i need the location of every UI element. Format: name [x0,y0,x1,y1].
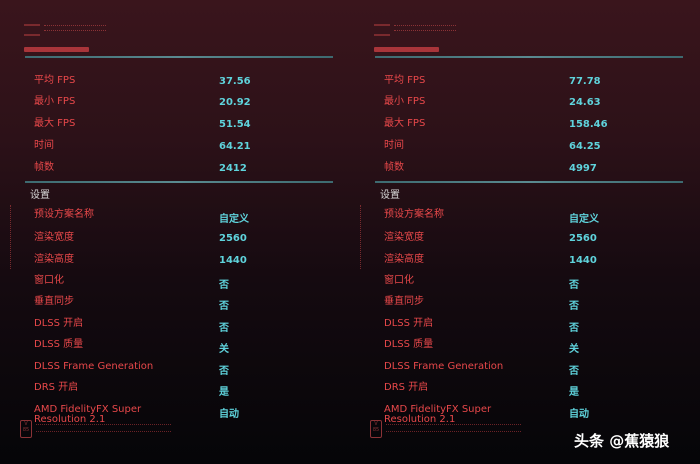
stat-value: 77.78 [569,76,601,87]
stat-label: 帧数 [34,162,54,173]
divider [25,56,333,58]
setting-value: 否 [219,280,229,291]
stat-label: 时间 [34,140,54,151]
setting-value: 否 [569,301,579,312]
setting-label: 渲染高度 [384,254,424,265]
setting-label: 窗口化 [384,275,414,286]
stat-label: 最小 FPS [34,96,76,107]
side-decoration [10,205,14,269]
setting-label: DLSS 质量 [384,339,434,350]
setting-value: 否 [219,323,229,334]
setting-label: 预设方案名称 [34,209,94,220]
setting-label: DRS 开启 [34,382,79,393]
setting-label: DLSS 开启 [384,318,434,329]
settings-heading: 设置 [380,190,400,201]
setting-value: 否 [569,323,579,334]
setting-value: 自动 [219,409,239,420]
setting-value: 否 [569,280,579,291]
setting-label: DLSS Frame Generation [34,361,154,372]
header-red-bar [24,47,89,52]
setting-value: 自定义 [569,214,599,225]
stat-value: 51.54 [219,119,251,130]
stat-value: 37.56 [219,76,251,87]
header-fine-print [394,25,456,31]
header-red-bar [374,47,439,52]
setting-value: 是 [569,387,579,398]
setting-value: 1440 [569,255,597,266]
stat-label: 平均 FPS [384,75,426,86]
stat-value: 64.21 [219,141,251,152]
divider [375,181,683,183]
setting-value: 关 [219,344,229,355]
stat-value: 4997 [569,163,597,174]
game-logo [24,24,40,36]
setting-value: 自动 [569,409,589,420]
footer-fine-print [386,424,521,432]
setting-label: DRS 开启 [384,382,429,393]
header-fine-print [44,25,106,31]
setting-value: 是 [219,387,229,398]
setting-label: 垂直同步 [34,296,74,307]
setting-value: 否 [219,301,229,312]
setting-label: 渲染高度 [34,254,74,265]
setting-label: AMD FidelityFX Super Resolution 2.1 [34,404,142,425]
divider [25,181,333,183]
game-logo [374,24,390,36]
stat-label: 平均 FPS [34,75,76,86]
version-badge: V 85 [20,420,32,438]
setting-value: 关 [569,344,579,355]
settings-heading: 设置 [30,190,50,201]
setting-label: 渲染宽度 [34,232,74,243]
stat-value: 20.92 [219,97,251,108]
setting-value: 1440 [219,255,247,266]
setting-label: 窗口化 [34,275,64,286]
setting-value: 自定义 [219,214,249,225]
stat-label: 帧数 [384,162,404,173]
setting-value: 2560 [219,233,247,244]
setting-label: DLSS 开启 [34,318,84,329]
footer-fine-print [36,424,171,432]
setting-value: 2560 [569,233,597,244]
version-badge: V 85 [370,420,382,438]
divider [375,56,683,58]
setting-label: 预设方案名称 [384,209,444,220]
setting-label: DLSS Frame Generation [384,361,504,372]
stat-label: 时间 [384,140,404,151]
stat-value: 64.25 [569,141,601,152]
setting-label: DLSS 质量 [34,339,84,350]
stat-value: 2412 [219,163,247,174]
setting-label: 垂直同步 [384,296,424,307]
watermark: 头条 @蕉猿狼 [574,432,670,450]
side-decoration [360,205,364,269]
setting-label: AMD FidelityFX Super Resolution 2.1 [384,404,492,425]
stat-label: 最大 FPS [34,118,76,129]
stat-label: 最小 FPS [384,96,426,107]
setting-label: 渲染宽度 [384,232,424,243]
stat-value: 24.63 [569,97,601,108]
benchmark-panel: 平均 FPS 77.78 最小 FPS 24.63 最大 FPS 158.46 时间 64.2… [350,0,700,464]
setting-value: 否 [569,366,579,377]
stat-label: 最大 FPS [384,118,426,129]
setting-value: 否 [219,366,229,377]
stat-value: 158.46 [569,119,608,130]
benchmark-panel: 平均 FPS 37.56 最小 FPS 20.92 最大 FPS 51.54 时间 64.21… [10,24,333,438]
